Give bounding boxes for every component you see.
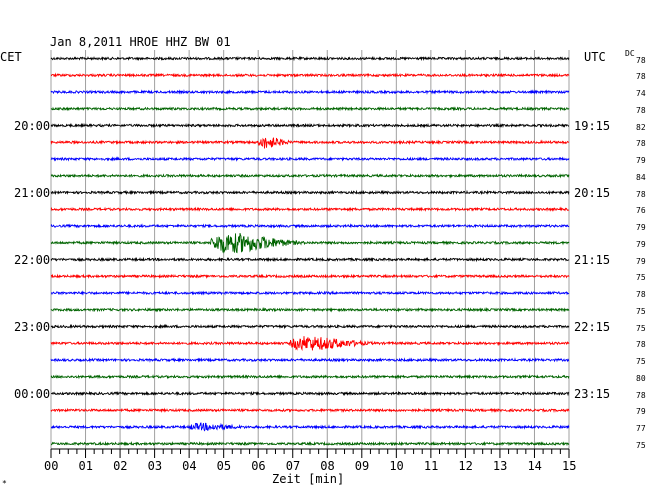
left-hour-label: 20:00 xyxy=(14,118,51,133)
trace-line xyxy=(50,89,570,95)
trace-line xyxy=(50,173,570,179)
dc-header-label: DC xyxy=(625,49,635,58)
x-tick-label: 09 xyxy=(354,459,370,473)
right-hour-label: 22:15 xyxy=(574,319,611,334)
dc-value: 75 xyxy=(636,357,646,366)
trace-line xyxy=(50,256,570,263)
trace-line xyxy=(50,232,570,254)
trace-line xyxy=(50,336,570,352)
x-tick-label: 13 xyxy=(492,459,508,473)
trace-line xyxy=(50,422,570,432)
left-hour-label: 22:00 xyxy=(14,252,51,267)
x-tick-label: 08 xyxy=(320,459,335,473)
dc-value: 78 xyxy=(636,340,646,350)
x-tick-label: 11 xyxy=(423,459,439,473)
dc-value: 76 xyxy=(636,206,646,216)
left-timezone-label: CET xyxy=(0,50,22,64)
trace-line xyxy=(50,407,570,414)
trace-line xyxy=(50,156,570,162)
x-tick-label: 07 xyxy=(285,459,301,473)
right-hour-label: 20:15 xyxy=(574,185,611,200)
trace-line xyxy=(50,189,570,196)
trace-line xyxy=(50,122,569,129)
dc-value: 78 xyxy=(636,390,646,400)
dc-value: 78 xyxy=(636,72,646,82)
trace-line xyxy=(51,290,570,296)
x-tick-label: 10 xyxy=(389,459,404,473)
trace-line xyxy=(50,206,569,213)
x-tick-label: 14 xyxy=(527,459,542,473)
dc-value: 78 xyxy=(636,290,646,299)
dc-value: 79 xyxy=(636,407,646,417)
dc-value: 75 xyxy=(636,440,646,450)
dc-value: 78 xyxy=(636,139,646,149)
x-tick-label: 02 xyxy=(113,459,128,473)
trace-line xyxy=(50,72,570,78)
x-tick-label: 00 xyxy=(44,459,59,473)
dc-value: 75 xyxy=(636,323,646,333)
dc-value: 79 xyxy=(636,256,646,266)
dc-value: 78 xyxy=(636,189,646,199)
x-tick-label: 03 xyxy=(147,459,163,473)
trace-line xyxy=(50,373,570,380)
dc-value: 78 xyxy=(636,55,646,65)
trace-line xyxy=(50,357,570,363)
dc-value: 75 xyxy=(636,306,646,316)
dc-value: 79 xyxy=(636,239,646,249)
trace-line xyxy=(50,223,570,229)
trace-line xyxy=(50,55,570,62)
dc-value: 82 xyxy=(636,122,646,132)
x-tick-label: 01 xyxy=(78,459,93,473)
dc-value: 78 xyxy=(636,105,646,115)
chart-title: Jan 8,2011 HROE HHZ BW 01 xyxy=(50,35,231,49)
left-hour-label: 23:00 xyxy=(14,319,51,334)
trace-line xyxy=(50,106,570,112)
trace-line xyxy=(50,273,570,279)
dc-value: 75 xyxy=(636,273,646,283)
x-tick-label: 06 xyxy=(251,459,266,473)
footnote-mark: * xyxy=(2,479,7,488)
left-hour-label: 00:00 xyxy=(14,386,51,401)
x-axis-label: Zeit [min] xyxy=(272,472,345,486)
right-hour-label: 19:15 xyxy=(574,118,611,133)
right-hour-label: 23:15 xyxy=(574,386,611,401)
left-hour-label: 21:00 xyxy=(14,185,51,200)
dc-value: 84 xyxy=(636,172,646,182)
dc-value: 80 xyxy=(636,373,646,383)
x-tick-label: 12 xyxy=(458,459,473,473)
trace-line xyxy=(50,440,570,447)
trace-line xyxy=(50,323,570,330)
dc-value: 77 xyxy=(636,424,646,433)
x-tick-label: 15 xyxy=(562,459,577,473)
trace-line xyxy=(50,306,570,313)
trace-line xyxy=(50,137,570,149)
right-timezone-label: UTC xyxy=(584,50,606,64)
trace-line xyxy=(51,390,570,397)
dc-value: 79 xyxy=(636,156,646,165)
right-hour-label: 21:15 xyxy=(574,252,611,267)
dc-value: 79 xyxy=(636,223,646,232)
x-tick-label: 05 xyxy=(216,459,232,473)
x-tick-label: 04 xyxy=(182,459,197,473)
dc-value: 74 xyxy=(636,89,646,98)
